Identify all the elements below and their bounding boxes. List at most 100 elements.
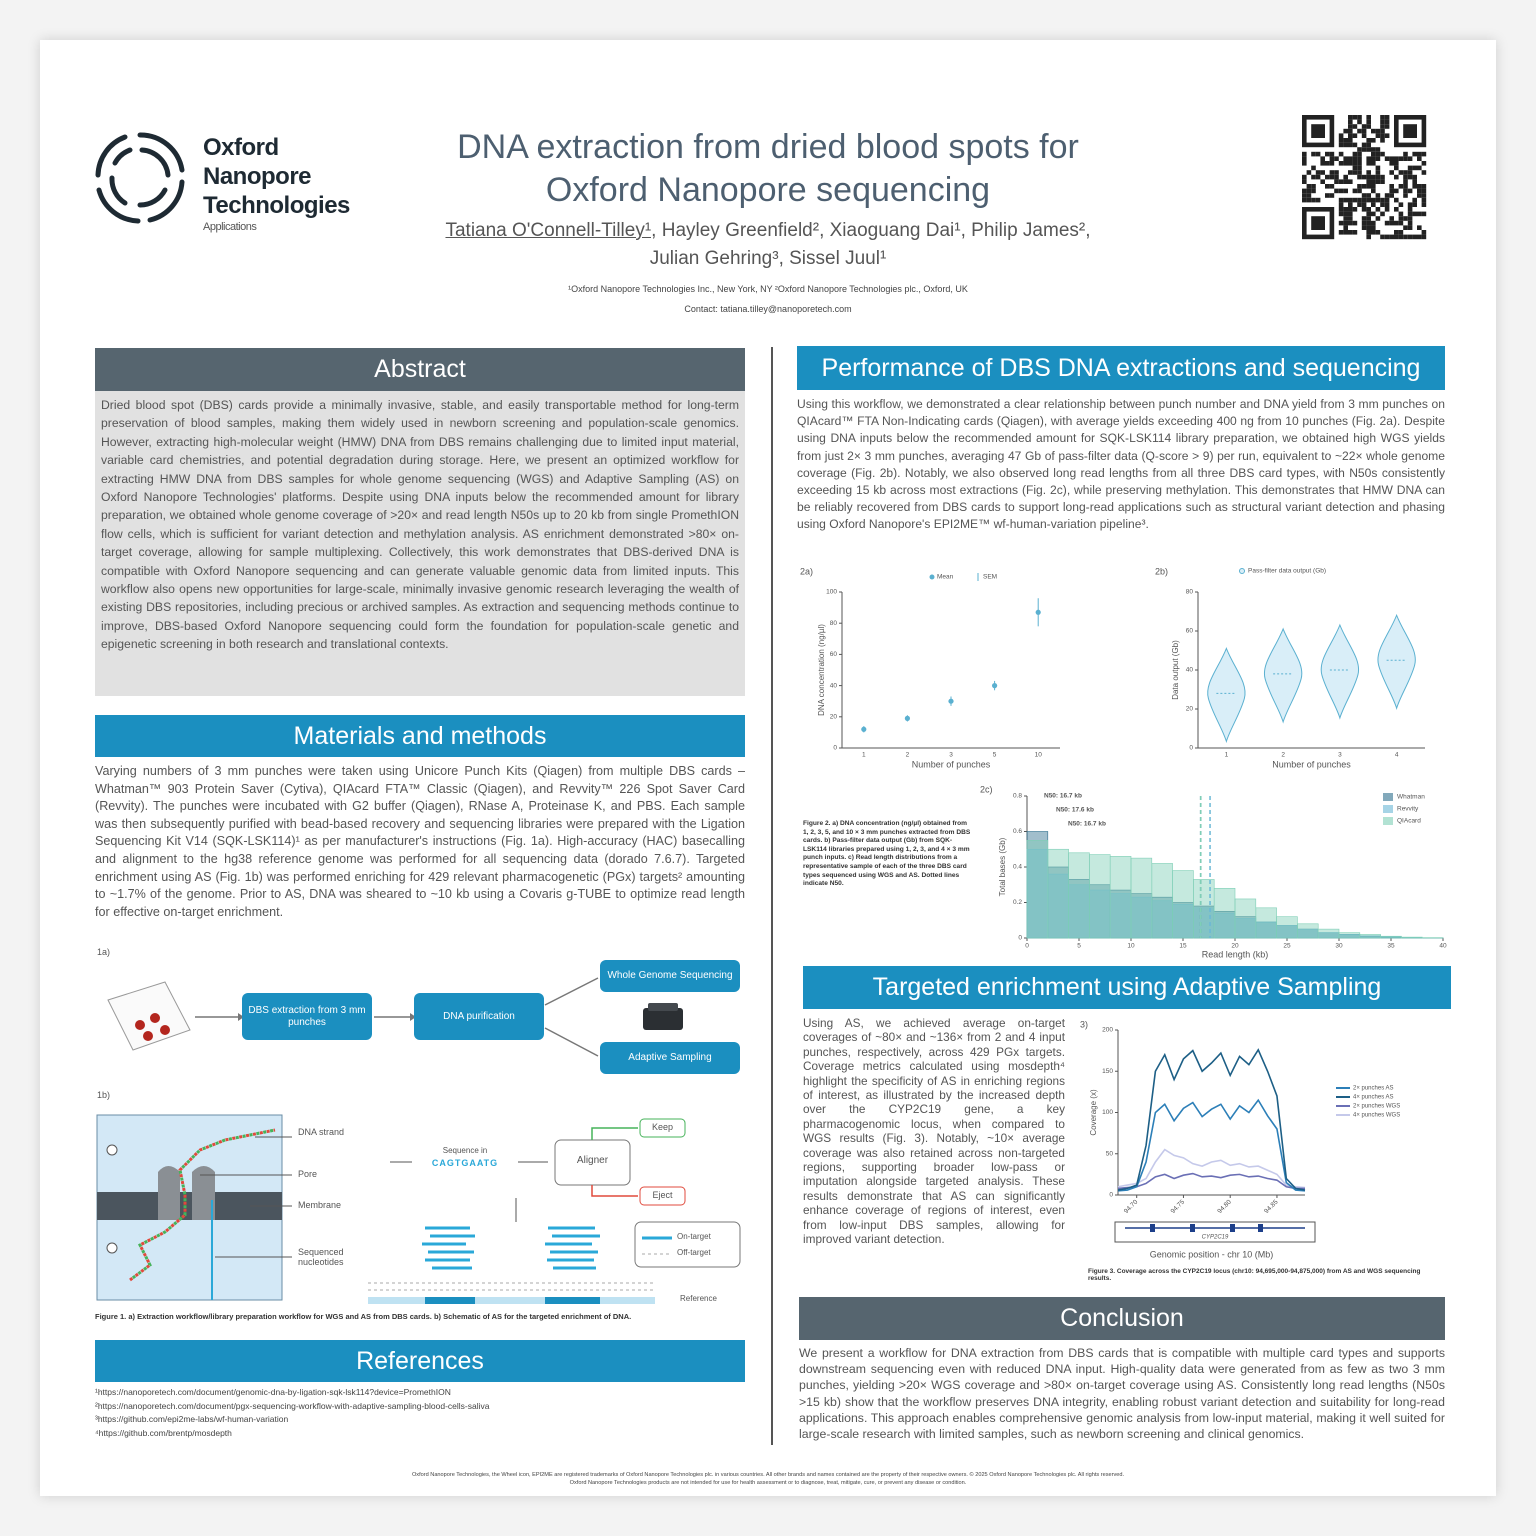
legend-label: SEM [983,574,997,581]
workflow-output: Whole Genome Sequencing [600,960,740,992]
coverage-line [1117,1098,1306,1192]
qr-module [1302,156,1307,161]
qr-module [1329,174,1335,180]
eject-label: Eject [652,1190,673,1200]
qr-module [1357,147,1362,152]
qr-module [1407,174,1413,180]
y-tick-label: 0.6 [1013,828,1022,835]
qr-module [1357,115,1362,120]
legend-label: 2× punches WGS [1353,1104,1400,1110]
n50-label-bg [1066,818,1116,829]
qr-module [1343,211,1348,217]
qr-module [1352,220,1358,226]
y-tick-label: 60 [1186,628,1194,635]
qr-module [1338,207,1344,212]
x-axis-label: Genomic position - chr 10 (Mb) [1150,1249,1274,1259]
qr-module [1320,161,1325,166]
qr-module [1421,170,1427,175]
qr-module [1407,207,1413,212]
workflow-output: Adaptive Sampling [600,1042,740,1074]
qr-module [1334,179,1339,184]
qr-module [1403,184,1408,189]
qr-module [1394,207,1399,212]
legend-label: Revvity [1397,806,1419,813]
qr-module [1389,161,1394,166]
qr-module [1380,151,1385,157]
histogram-bar [1276,916,1298,939]
qr-module [1334,156,1339,161]
y-axis-label: Total bases (Gb) [998,837,1007,896]
qr-module [1315,197,1321,203]
qr-module [1380,197,1385,203]
qr-module [1348,197,1353,203]
figure-caption: Figure 3. Coverage across the CYP2C19 lo… [1088,1268,1421,1282]
qr-module [1352,151,1358,157]
y-tick-label: 50 [1106,1150,1114,1157]
y-tick-label: 80 [830,620,838,627]
x-tick-label: 10 [1035,752,1043,759]
qr-module [1357,170,1362,175]
qr-module [1421,193,1427,198]
qr-module [1403,156,1408,161]
qr-finder [1403,124,1417,138]
qr-module [1407,220,1413,226]
qr-module [1352,133,1358,138]
qr-module [1380,128,1385,134]
qr-module [1311,197,1316,203]
qr-module [1306,170,1312,175]
x-tick-label: 4 [1395,752,1399,759]
qr-module [1357,197,1362,203]
qr-module [1306,197,1312,203]
y-tick-label: 150 [1102,1068,1113,1075]
qr-module [1357,161,1362,166]
qr-module [1361,197,1367,203]
figure-label: 2b) [1155,566,1168,576]
qr-module [1315,151,1321,157]
qr-module [1329,193,1335,198]
x-tick-label: 94.70 [1123,1198,1140,1215]
qr-module [1417,211,1422,217]
author: Xiaoguang Dai¹, [829,220,966,241]
qr-module [1375,197,1381,203]
reference-item: ⁴https://github.com/brentp/mosdepth [95,1427,232,1438]
qr-module [1361,133,1367,138]
qr-module [1338,202,1344,207]
qr-module [1366,170,1371,175]
qr-module [1366,230,1371,235]
figure-label: 2c) [980,784,993,794]
qr-module [1380,179,1385,184]
qr-module [1343,225,1348,230]
n50-label: N50: 16.7 kb [1044,793,1082,800]
y-tick-label: 40 [1186,667,1194,674]
figure-label: 3) [1080,1019,1088,1029]
qr-module [1366,211,1371,217]
qr-module [1338,197,1344,203]
y-axis-label: Coverage (x) [1089,1089,1098,1136]
qr-module [1375,151,1381,157]
qr-module [1403,193,1408,198]
qr-module [1371,197,1376,203]
qr-module [1325,174,1330,180]
qr-module [1343,174,1348,180]
histogram-bar [1317,928,1340,939]
qr-module [1357,128,1362,134]
author: Philip James², [971,220,1091,241]
histogram-bar [1234,898,1257,939]
figure-label: 1a) [97,947,111,957]
y-tick-label: 100 [826,589,837,596]
qr-module [1384,197,1390,203]
qr-module [1357,184,1362,189]
qr-module [1348,115,1353,120]
qr-module [1384,220,1390,226]
poster-title: Oxford Nanopore sequencing [545,171,991,209]
qr-module [1412,234,1417,240]
qr-module [1407,216,1413,221]
qr-module [1380,234,1385,240]
qr-module [1407,165,1413,171]
histogram-bar [1380,935,1402,939]
qr-module [1343,156,1348,161]
qr-module [1366,161,1371,166]
histogram-bar [1193,879,1215,939]
